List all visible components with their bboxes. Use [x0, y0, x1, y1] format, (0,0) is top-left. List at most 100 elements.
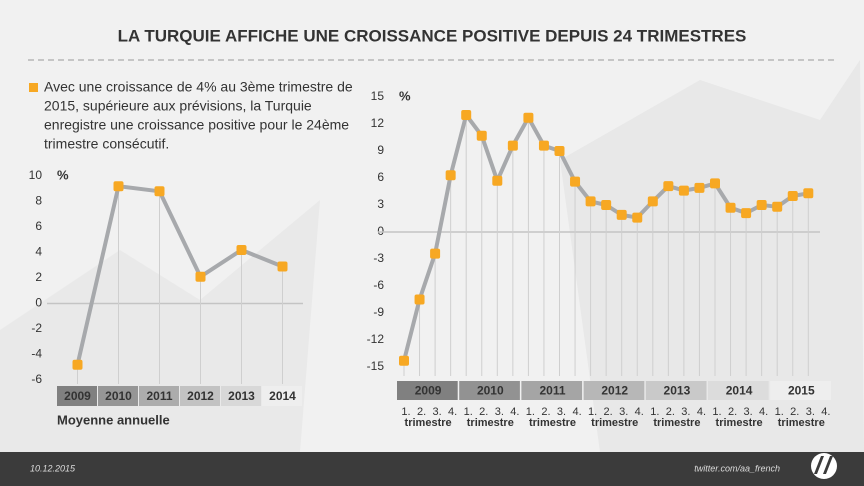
marker [523, 112, 534, 123]
x-tick-label: 2012 [187, 389, 214, 403]
y-tick-label: -15 [367, 359, 385, 373]
year-band [708, 381, 769, 400]
marker [632, 212, 643, 223]
y-tick-label: 4 [35, 245, 42, 259]
y-tick-label: -4 [31, 347, 42, 361]
x-axis-label: Moyenne annuelle [57, 412, 170, 427]
year-band [397, 381, 458, 400]
x-tick-label: 3. [806, 406, 815, 418]
marker [399, 355, 409, 366]
x-tick-label: 4. [759, 406, 768, 418]
year-band [221, 386, 261, 406]
footer-bar [0, 452, 864, 486]
y-tick-label: 8 [35, 194, 42, 208]
y-tick-label: 6 [35, 219, 42, 233]
x-tick-label: 2. [541, 406, 550, 418]
x-tick-label: 2. [790, 406, 799, 418]
year-band [57, 386, 97, 406]
marker [787, 191, 798, 201]
logo-mark [814, 456, 824, 474]
marker [461, 110, 472, 120]
x-tick-label: 4. [448, 406, 457, 418]
x-tick-label: 2014 [269, 389, 296, 403]
marker [445, 170, 456, 181]
y-tick-label: -3 [373, 251, 384, 265]
y-tick-label: -6 [31, 372, 42, 386]
footer-source: twitter.com/aa_french [694, 463, 780, 473]
marker [601, 200, 612, 210]
marker [113, 181, 124, 192]
marker [570, 176, 581, 187]
y-tick-label: 10 [29, 168, 43, 182]
year-band [521, 381, 583, 400]
marker [476, 130, 487, 141]
x-tick-label: 3. [433, 406, 442, 418]
year-label: 2015 [788, 384, 815, 398]
year-band [770, 381, 831, 400]
marker [154, 186, 165, 197]
y-tick-label: 0 [377, 224, 384, 238]
year-label: 2013 [664, 384, 691, 398]
year-band [262, 386, 302, 406]
x-tick-label: 1. [650, 406, 659, 418]
x-tick-label: 1. [464, 406, 473, 418]
x-tick-label: 3. [681, 406, 690, 418]
marker [585, 196, 596, 207]
note-line: 2015, supérieure aux prévisions, la Turq… [44, 98, 312, 114]
quarter-sublabel: trimestre [405, 417, 452, 429]
y-tick-label: 9 [377, 143, 384, 157]
y-tick-label: 15 [371, 89, 385, 103]
x-tick-label: 2013 [228, 389, 255, 403]
marker [430, 248, 441, 259]
marker [741, 208, 752, 219]
x-tick-label: 4. [697, 406, 706, 418]
marker [678, 185, 689, 196]
marker [710, 178, 720, 189]
quarter-sublabel: trimestre [529, 417, 576, 429]
y-tick-label: -6 [373, 278, 384, 292]
marker [772, 201, 783, 212]
y-axis-label: % [57, 167, 69, 182]
logo-circle [811, 453, 837, 479]
y-tick-label: 2 [35, 270, 42, 284]
x-tick-label: 2. [479, 406, 488, 418]
x-tick-label: 2010 [105, 389, 132, 403]
logo [811, 453, 837, 479]
note-line: enregistre une croissance positive pour … [44, 117, 349, 133]
year-band [459, 381, 520, 400]
quarter-sublabel: trimestre [716, 417, 763, 429]
marker [414, 294, 425, 305]
year-label: 2010 [477, 384, 504, 398]
year-band [583, 381, 645, 400]
x-tick-label: 1. [401, 406, 410, 418]
logo-mark [823, 456, 833, 474]
y-tick-label: 0 [35, 296, 42, 310]
x-tick-label: 1. [588, 406, 597, 418]
marker [72, 359, 83, 370]
year-label: 2009 [415, 384, 442, 398]
x-tick-label: 4. [635, 406, 644, 418]
x-tick-label: 2011 [146, 389, 172, 403]
year-band [180, 386, 220, 406]
quarter-sublabel: trimestre [778, 417, 825, 429]
quarter-sublabel: trimestre [467, 417, 514, 429]
marker [538, 140, 549, 151]
series-line [75, 184, 284, 366]
marker [647, 196, 658, 207]
marker [554, 146, 565, 156]
y-tick-label: -12 [367, 332, 385, 346]
y-axis-label: % [399, 88, 411, 103]
x-tick-label: 4. [572, 406, 581, 418]
year-label: 2014 [726, 384, 753, 398]
title: LA TURQUIE AFFICHE UNE CROISSANCE POSITI… [118, 26, 747, 45]
x-tick-label: 1. [712, 406, 721, 418]
y-tick-label: 3 [377, 197, 384, 211]
quarter-sublabel: trimestre [591, 417, 638, 429]
y-tick-label: -2 [31, 321, 42, 335]
y-tick-label: -9 [373, 305, 384, 319]
bullet [29, 83, 38, 92]
marker [277, 261, 288, 272]
marker [663, 181, 674, 192]
marker [803, 188, 814, 199]
